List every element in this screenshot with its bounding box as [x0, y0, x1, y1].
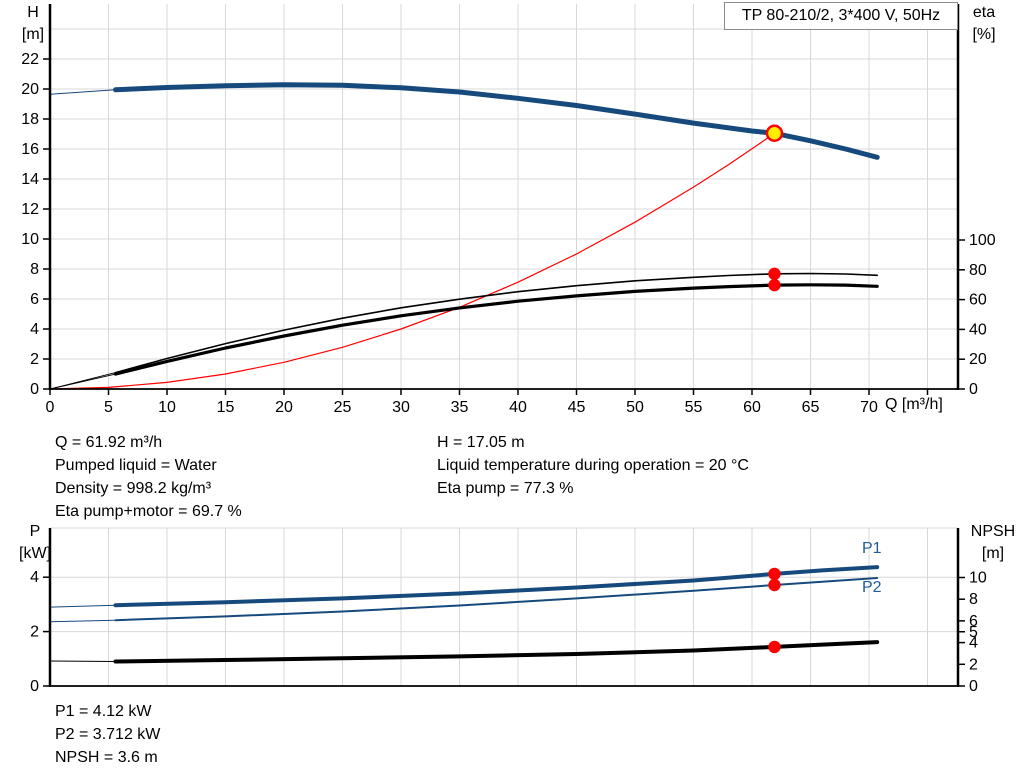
eta-pump-motor-curve-extension — [49, 373, 116, 390]
p1-curve-extension — [49, 604, 116, 608]
system-curve — [49, 132, 776, 390]
right-axis-tick-label: 100 — [969, 232, 996, 249]
eta-pump-point-marker — [768, 267, 781, 281]
info-npsh: NPSH = 3.6 m — [55, 749, 158, 766]
info-head: H = 17.05 m — [437, 434, 525, 451]
x-axis-tick-label: 5 — [104, 399, 113, 416]
right-axis-tick-label: 8 — [969, 591, 978, 608]
npsh-axis-label: NPSH [m] — [963, 521, 1023, 565]
duty-info-right: H = 17.05 m Liquid temperature during op… — [437, 431, 749, 500]
hq-curve — [113, 82, 880, 160]
left-axis-tick-label: 4 — [30, 321, 39, 338]
right-axis-tick-label: 0 — [969, 381, 978, 398]
p2-curve-extension — [49, 619, 116, 623]
left-axis-tick-label: 4 — [30, 569, 39, 586]
npsh-point-marker — [768, 640, 781, 654]
x-axis-tick-label: 65 — [802, 399, 820, 416]
eta-pump-motor-point-marker — [768, 278, 781, 292]
x-axis-tick-label: 60 — [743, 399, 761, 416]
power-info: P1 = 4.12 kW P2 = 3.712 kW NPSH = 3.6 m — [55, 700, 160, 769]
duty-info-left: Q = 61.92 m³/h Pumped liquid = Water Den… — [55, 431, 242, 523]
left-axis-tick-label: 20 — [21, 81, 39, 98]
x-axis-tick-label: 45 — [568, 399, 586, 416]
x-axis-tick-label: 30 — [392, 399, 410, 416]
left-axis-tick-label: 0 — [30, 678, 39, 695]
p2-curve-label: P2 — [862, 579, 882, 596]
left-axis-tick-label: 2 — [30, 624, 39, 641]
x-axis-tick-label: 25 — [334, 399, 352, 416]
head-axis-label-unit: [m] — [21, 26, 45, 43]
info-p1: P1 = 4.12 kW — [55, 703, 152, 720]
pump-title-box: TP 80-210/2, 3*400 V, 50Hz — [724, 2, 958, 30]
info-eta-pump: Eta pump = 77.3 % — [437, 480, 574, 497]
left-axis-tick-label: 22 — [21, 51, 39, 68]
p2-curve — [114, 577, 879, 622]
x-axis-tick-label: 20 — [275, 399, 293, 416]
x-axis-tick-label: 0 — [46, 399, 55, 416]
p2-point-marker — [768, 578, 781, 592]
x-axis-tick-label: 35 — [451, 399, 469, 416]
duty-point-marker — [765, 124, 784, 142]
right-axis-tick-label: 40 — [969, 321, 987, 338]
eta-pump-curve — [114, 272, 879, 374]
p1-curve-label: P1 — [862, 540, 882, 557]
left-axis-tick-label: 10 — [21, 231, 39, 248]
right-axis-tick-label: 20 — [969, 351, 987, 368]
head-axis-label: H [m] — [11, 2, 55, 46]
x-axis-tick-label: 70 — [860, 399, 878, 416]
eta-axis-label-unit: [%] — [972, 26, 996, 43]
npsh-axis-label-unit: [m] — [981, 545, 1005, 562]
head-axis-label-symbol: H — [27, 4, 39, 21]
x-axis-tick-label: 50 — [626, 399, 644, 416]
right-axis-tick-label: 0 — [969, 678, 978, 695]
right-axis-tick-label: 2 — [969, 656, 978, 673]
left-axis-tick-label: 0 — [30, 381, 39, 398]
left-axis-tick-label: 2 — [30, 351, 39, 368]
x-axis-tick-label: 40 — [509, 399, 527, 416]
power-axis-label-symbol: P — [29, 523, 41, 540]
info-p2: P2 = 3.712 kW — [55, 726, 161, 743]
p1-point-marker — [768, 567, 781, 581]
npsh-axis-label-symbol: NPSH — [970, 523, 1016, 540]
left-axis-tick-label: 12 — [21, 201, 39, 218]
x-axis-tick-label: 15 — [217, 399, 235, 416]
eta-axis-label-symbol: eta — [972, 4, 996, 21]
npsh-curve-extension — [49, 660, 116, 662]
right-axis-tick-label: 10 — [969, 570, 987, 587]
right-axis-tick-label: 6 — [969, 613, 978, 630]
eta-pump-motor-curve — [113, 283, 879, 376]
power-axis-label: P [kW] — [12, 521, 58, 565]
x-axis-tick-label: 55 — [685, 399, 703, 416]
npsh-curve — [113, 640, 880, 664]
hq-curve-extension — [49, 89, 116, 95]
right-axis-tick-label: 4 — [969, 635, 978, 652]
left-axis-tick-label: 8 — [30, 261, 39, 278]
left-axis-tick-label: 16 — [21, 141, 39, 158]
info-flow: Q = 61.92 m³/h — [55, 434, 163, 451]
info-eta-pump-motor: Eta pump+motor = 69.7 % — [55, 503, 242, 520]
right-axis-tick-label: 5 — [969, 624, 978, 641]
eta-axis-label: eta [%] — [962, 2, 1006, 46]
p1-curve — [113, 565, 880, 608]
power-axis-label-unit: [kW] — [19, 545, 51, 562]
info-liquid-temperature: Liquid temperature during operation = 20… — [437, 457, 749, 474]
right-axis-tick-label: 80 — [969, 262, 987, 279]
flow-axis-label: Q [m³/h] — [885, 396, 943, 413]
left-axis-tick-label: 6 — [30, 291, 39, 308]
info-pumped-liquid: Pumped liquid = Water — [55, 457, 217, 474]
left-axis-tick-label: 14 — [21, 171, 39, 188]
x-axis-tick-label: 10 — [158, 399, 176, 416]
left-axis-tick-label: 18 — [21, 111, 39, 128]
info-density: Density = 998.2 kg/m³ — [55, 480, 212, 497]
right-axis-tick-label: 60 — [969, 292, 987, 309]
